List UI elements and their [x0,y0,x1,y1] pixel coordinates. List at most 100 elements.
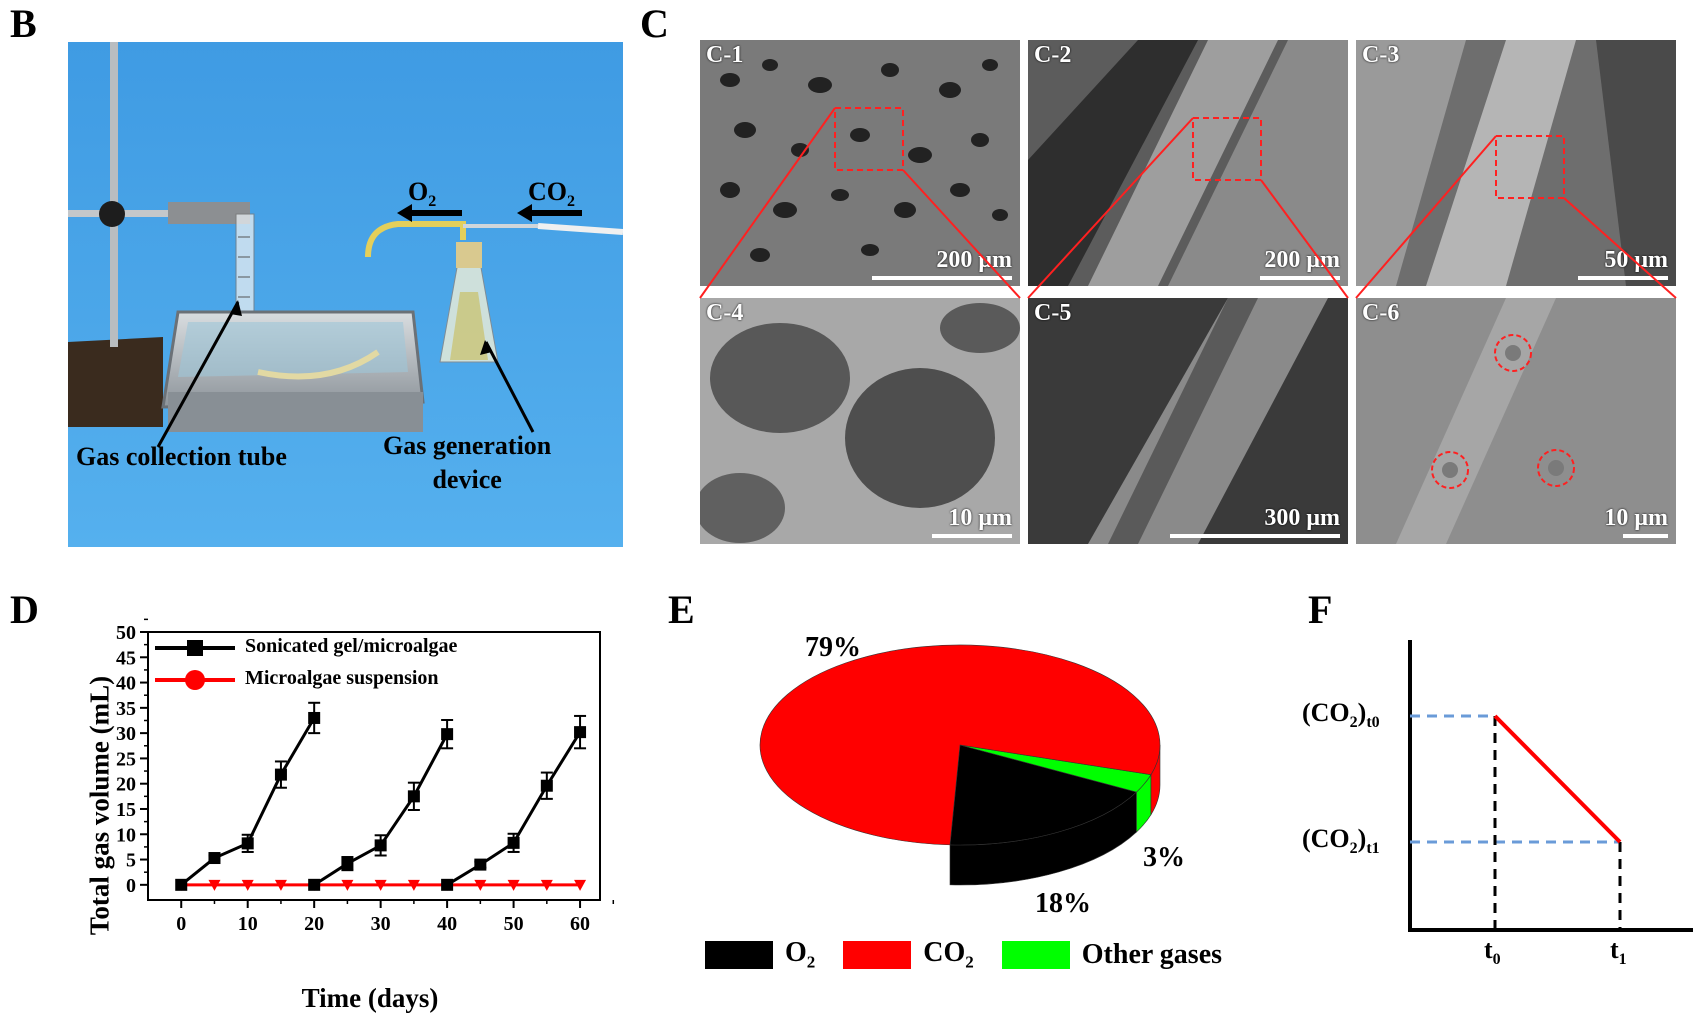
data-point-suspension [208,879,221,891]
x-tick-label: 0 [176,913,186,935]
data-point-sonicated [574,726,587,739]
data-point-suspension [540,879,553,891]
legend-swatch-o2 [705,941,773,969]
pie-legend: O2 CO2 Other gases [705,937,1222,973]
series-line-sonicated [313,733,449,887]
data-point-sonicated [274,768,287,781]
y-tick-label: 25 [116,748,136,770]
y-tick-label: 50 [116,622,136,644]
pie-value-label-other: 3% [1143,842,1185,873]
co2-decline-schematic [1408,640,1693,932]
y-tick-label: 15 [116,799,136,821]
data-point-sonicated [308,711,321,724]
f-label-t0: t0 [1484,935,1501,969]
pie-value-label-co2: 79% [805,632,861,663]
pie-slice-co2 [759,644,1161,846]
scale-bar: 50 μm [1578,247,1668,280]
y-tick-label: 30 [116,723,136,745]
legend-swatch-other [1001,941,1070,969]
sem-image-c2: C-2 200 μm [1028,40,1348,286]
sem-image-c6: C-6 10 μm [1356,298,1676,544]
f-label-co2-t1: (CO2)t1 [1302,824,1380,858]
pie-slice-o2 [949,744,1138,846]
f-label-t1: t1 [1610,935,1627,969]
o2-label: O2 [408,177,437,211]
x-tick-label: 40 [437,913,457,935]
sem-label: C-5 [1034,300,1072,326]
co2-label: CO2 [528,177,575,211]
scale-bar: 10 μm [932,505,1012,538]
sem-label: C-6 [1362,300,1400,326]
series-line-sonicated [446,731,582,887]
clamp-rod [68,210,228,217]
x-tick-label: 10 [238,913,258,935]
data-point-suspension [341,879,354,891]
apparatus-photo: O2 CO2 Gas collection tube Gas generatio… [68,42,623,547]
gas-collection-tube-label: Gas collection tube [76,442,287,471]
data-point-suspension [574,879,587,891]
data-point-sonicated [175,878,188,891]
data-point-sonicated [308,878,321,891]
data-point-sonicated [441,878,454,891]
y-tick-label: 5 [126,850,136,872]
data-point-sonicated [374,839,387,852]
sem-image-c3: C-3 50 μm [1356,40,1676,286]
gas-generation-device-label: Gas generation device [383,431,552,494]
x-tick-label: 20 [304,913,324,935]
data-point-sonicated [341,857,354,870]
data-point-sonicated [474,858,487,871]
chart-d-ylabel: Total gas volume (mL) [84,675,115,936]
f-label-co2-t0: (CO2)t0 [1302,698,1380,732]
legend-label-o2: O2 [785,937,816,972]
legend-item-sonicated: Sonicated gel/microalgae [245,635,458,657]
sem-label: C-3 [1362,42,1400,68]
y-tick-label: 0 [126,875,136,897]
co2-decline-line [1493,714,1622,844]
stand-rod [110,42,118,347]
x-tick-label: 30 [371,913,391,935]
data-point-sonicated [441,728,454,741]
data-point-sonicated [241,837,254,850]
scale-bar: 300 μm [1170,505,1340,538]
apparatus-illustration [68,42,623,547]
y-tick-label: 20 [116,774,136,796]
legend-swatch-co2 [843,941,912,969]
data-point-sonicated [208,852,221,865]
y-tick-label: 10 [116,824,136,846]
legend-label-co2: CO2 [923,937,974,972]
sem-label: C-4 [706,300,744,326]
panel-label-c: C [640,1,669,46]
data-point-suspension [474,879,487,891]
data-point-suspension [407,879,420,891]
panel-label-e: E [668,587,695,632]
sem-image-c4: C-4 10 μm [700,298,1020,544]
chart-d-xlabel: Time (days) [301,983,439,1013]
sem-image-c5: C-5 300 μm [1028,298,1348,544]
data-point-sonicated [540,779,553,792]
data-point-sonicated [507,836,520,849]
sem-label: C-2 [1034,42,1072,68]
panel-label-b: B [10,1,37,46]
legend-label-other: Other gases [1081,939,1223,970]
sem-image-c1: C-1 200 μm [700,40,1020,286]
y-tick-label: 45 [116,647,136,669]
gas-composition-pie [759,644,1161,886]
panel-label-d: D [10,587,39,632]
gas-volume-chart: 0 5 10 15 20 25 30 35 40 45 50 0 10 20 30 40 50 60 [116,618,615,935]
scale-bar: 200 μm [872,247,1012,280]
data-point-suspension [374,879,387,891]
legend-marker-suspension [185,670,205,690]
panel-label-f: F [1308,587,1333,632]
y-tick-label: 35 [116,698,136,720]
data-point-sonicated [407,790,420,803]
x-tick-label: 60 [570,913,590,935]
data-point-suspension [241,879,254,891]
data-point-suspension [274,879,287,891]
pie-value-label-o2: 18% [1035,888,1091,919]
stand-base [68,337,163,427]
data-point-suspension [507,879,520,891]
y-tick-label: 40 [116,673,136,695]
legend-marker-sonicated [187,640,203,656]
plot-frame [147,631,601,901]
scale-bar: 10 μm [1604,505,1668,538]
